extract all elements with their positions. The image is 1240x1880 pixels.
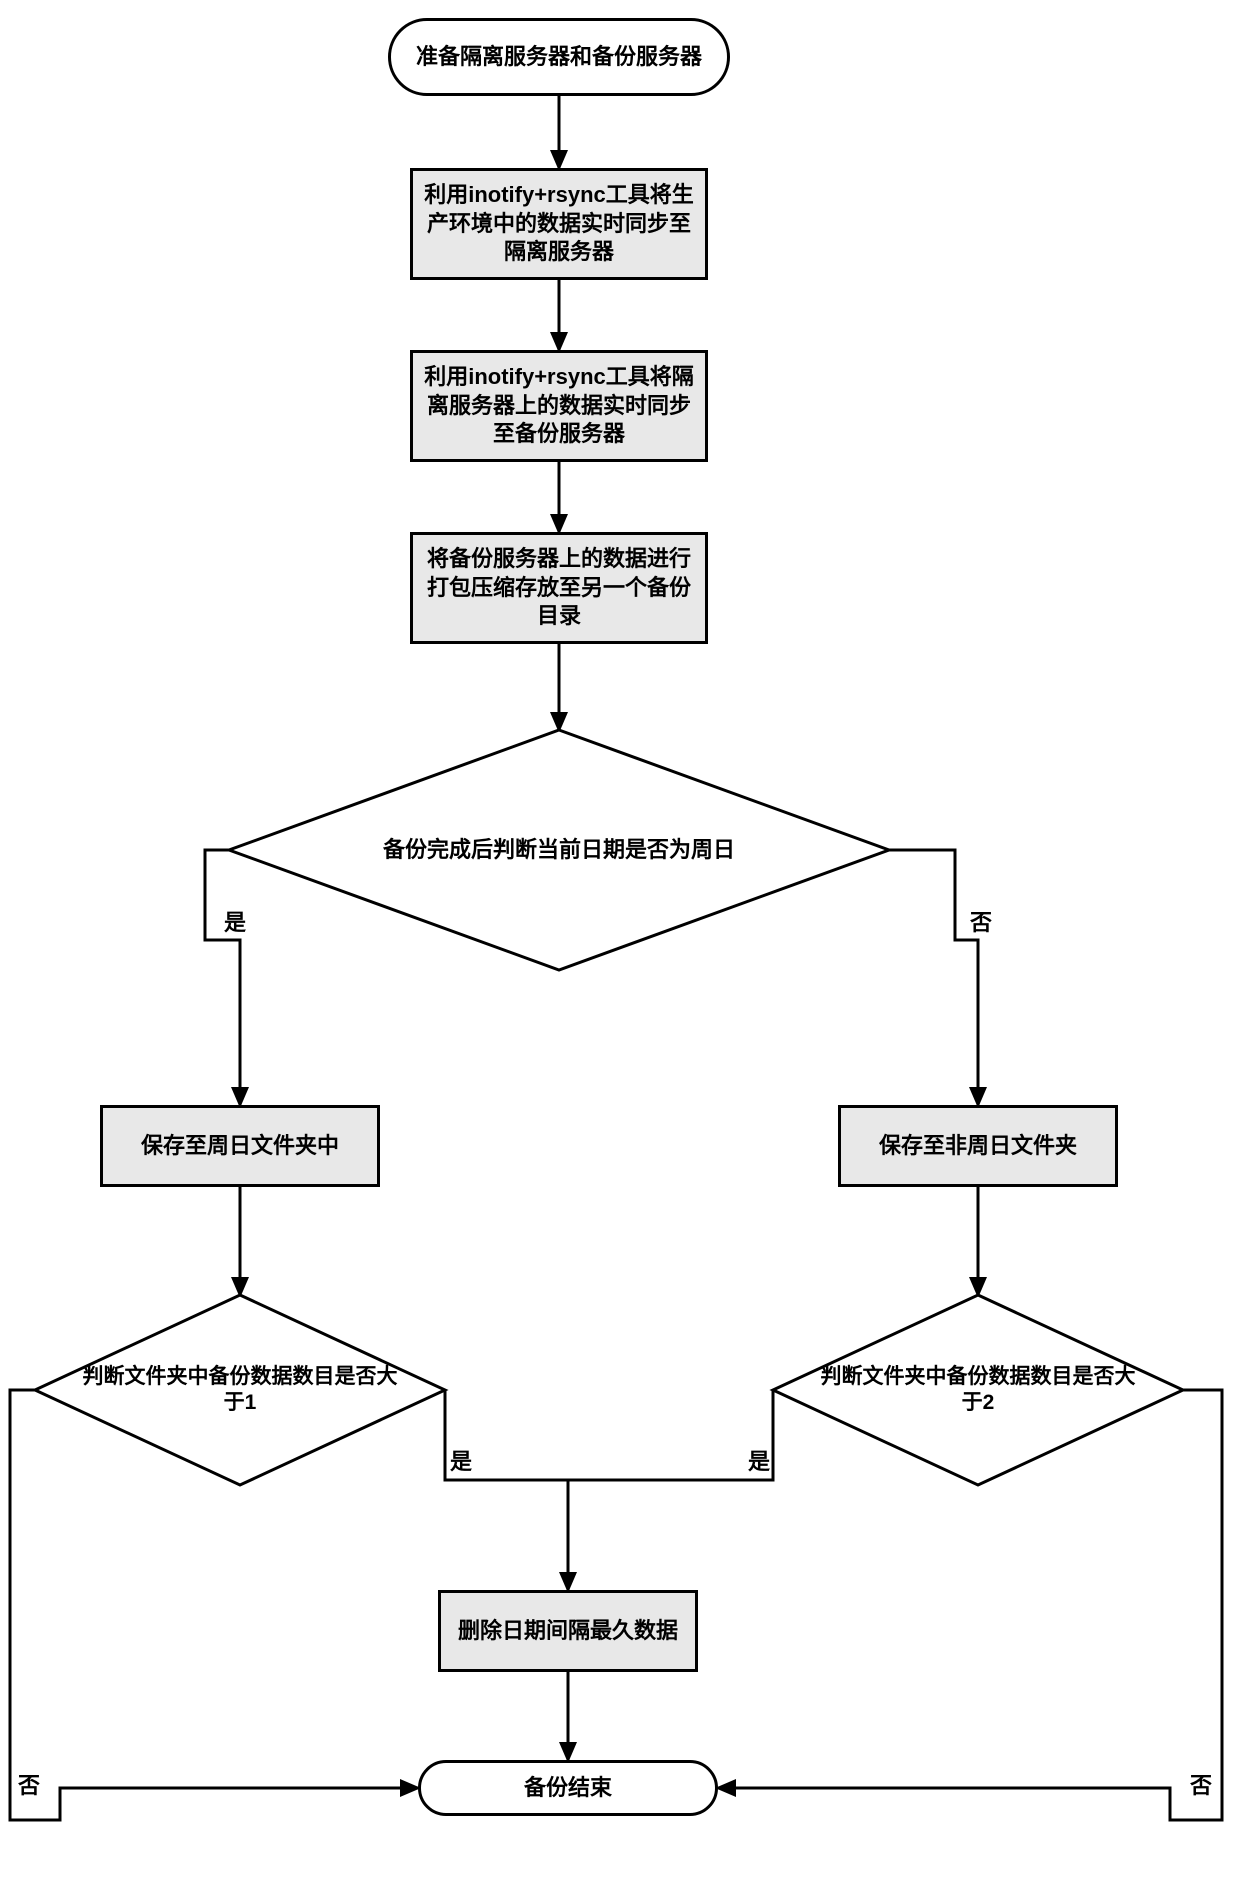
start-terminal: 准备隔离服务器和备份服务器 — [388, 18, 730, 96]
p2-text: 利用inotify+rsync工具将隔离服务器上的数据实时同步至备份服务器 — [419, 363, 699, 449]
process-sync-to-isolation: 利用inotify+rsync工具将生产环境中的数据实时同步至隔离服务器 — [410, 168, 708, 280]
decision-count-gt-2: 判断文件夹中备份数据数目是否大于2 — [773, 1295, 1183, 1485]
process-save-nonsunday: 保存至非周日文件夹 — [838, 1105, 1118, 1187]
pL-text: 保存至周日文件夹中 — [141, 1132, 339, 1161]
process-compress: 将备份服务器上的数据进行打包压缩存放至另一个备份目录 — [410, 532, 708, 644]
dL-text: 判断文件夹中备份数据数目是否大于1 — [80, 1364, 400, 1417]
end-text: 备份结束 — [524, 1774, 612, 1803]
decision-count-gt-1: 判断文件夹中备份数据数目是否大于1 — [35, 1295, 445, 1485]
d1-text: 备份完成后判断当前日期是否为周日 — [383, 836, 735, 864]
dR-text: 判断文件夹中备份数据数目是否大于2 — [818, 1364, 1138, 1417]
process-save-sunday: 保存至周日文件夹中 — [100, 1105, 380, 1187]
p1-text: 利用inotify+rsync工具将生产环境中的数据实时同步至隔离服务器 — [419, 181, 699, 267]
p3-text: 将备份服务器上的数据进行打包压缩存放至另一个备份目录 — [419, 545, 699, 631]
label-d1-no: 否 — [970, 905, 992, 937]
process-sync-to-backup: 利用inotify+rsync工具将隔离服务器上的数据实时同步至备份服务器 — [410, 350, 708, 462]
start-text: 准备隔离服务器和备份服务器 — [416, 43, 702, 72]
end-terminal: 备份结束 — [418, 1760, 718, 1816]
process-delete-oldest: 删除日期间隔最久数据 — [438, 1590, 698, 1672]
label-d1-yes: 是 — [224, 905, 246, 937]
label-dL-yes: 是 — [450, 1444, 472, 1476]
label-dR-no: 否 — [1190, 1768, 1212, 1800]
pR-text: 保存至非周日文件夹 — [879, 1132, 1077, 1161]
pDel-text: 删除日期间隔最久数据 — [458, 1617, 678, 1646]
decision-is-sunday: 备份完成后判断当前日期是否为周日 — [229, 730, 889, 970]
label-dR-yes: 是 — [748, 1444, 770, 1476]
label-dL-no: 否 — [18, 1768, 40, 1800]
